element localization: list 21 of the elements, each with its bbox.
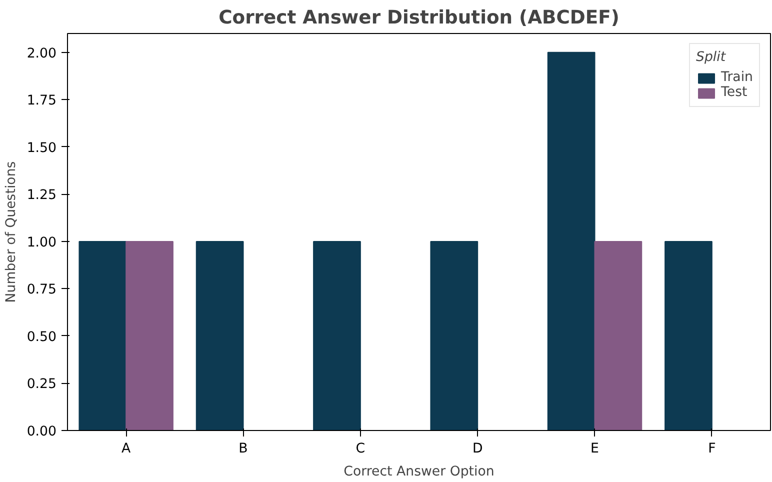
legend-label: Train [721,70,753,85]
y-tick-label: 1.75 [26,94,57,109]
x-tick-label: F [708,442,716,456]
x-axis-title: Correct Answer Option [344,464,494,480]
x-tick-label: C [356,442,366,456]
legend-title: Split [696,50,727,65]
y-tick-label: 0.75 [26,282,57,298]
x-tick-label: E [590,442,599,456]
x-tick-label: D [472,442,483,456]
x-tick-label: B [238,442,248,456]
y-axis-title: Number of Questions [4,161,19,303]
chart-title: Correct Answer Distribution (ABCDEF) [218,8,620,28]
y-tick-label: 1.00 [26,235,57,250]
y-tick-label: 0.25 [26,377,57,392]
x-tick-label: A [122,442,131,456]
y-tick-label: 1.25 [26,188,57,204]
y-tick-label: 2.00 [26,46,57,62]
legend-label: Test [721,85,748,100]
y-tick-label: 0.00 [26,424,57,440]
y-tick-label: 0.50 [26,330,57,345]
y-tick-label: 1.50 [26,140,57,156]
